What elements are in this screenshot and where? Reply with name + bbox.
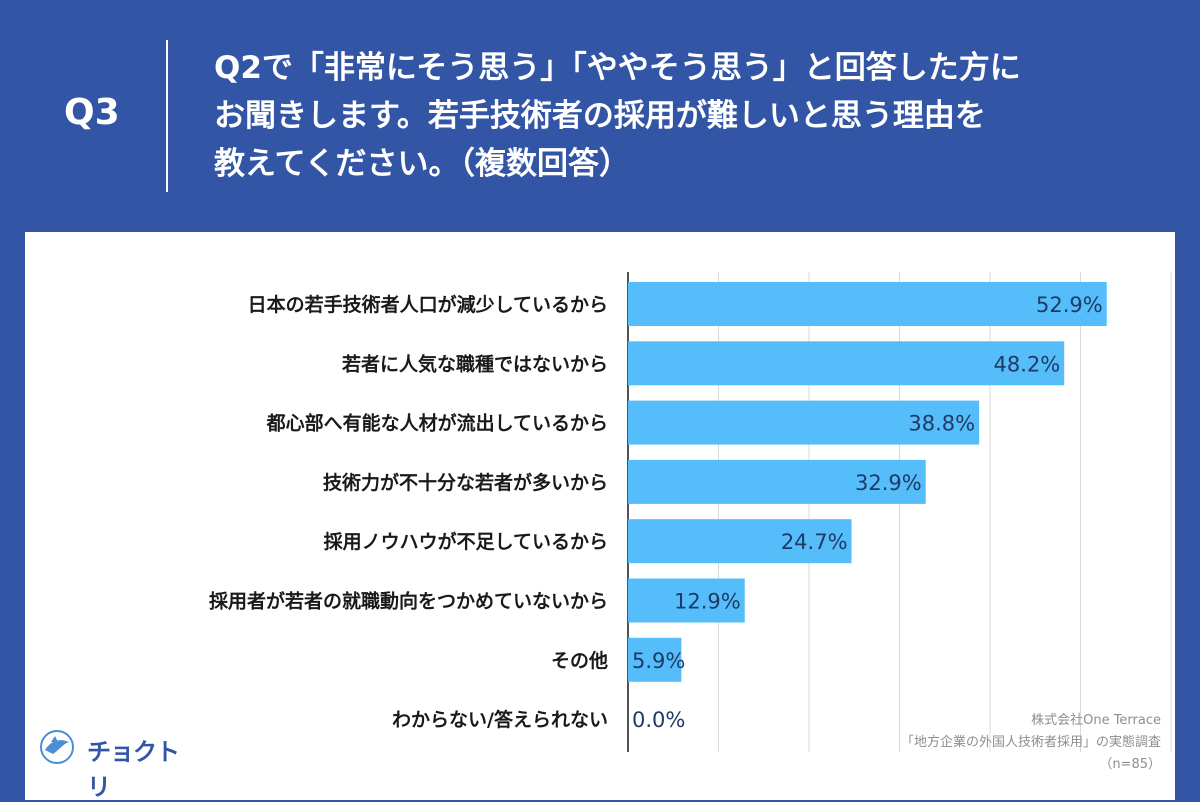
category-label: わからない/答えられない bbox=[392, 708, 608, 731]
value-label: 0.0% bbox=[632, 708, 685, 732]
category-label: 若者に人気な職種ではないから bbox=[342, 352, 608, 375]
question-line: お聞きします。若手技術者の採用が難しいと思う理由を bbox=[214, 98, 986, 134]
logo: チョクトリ bbox=[33, 722, 183, 801]
bar bbox=[628, 459, 926, 504]
header-divider bbox=[166, 40, 168, 192]
bar bbox=[628, 519, 852, 564]
question-number: Q3 bbox=[64, 92, 120, 133]
category-label: 都心部へ有能な人材が流出しているから bbox=[266, 412, 608, 435]
chart-panel: 日本の若手技術者人口が減少しているから 52.9% 若者に人気な職種ではないから 48… bbox=[25, 232, 1175, 801]
source-line: 「地方企業の外国人技術者採用」の実態調査 bbox=[900, 735, 1161, 750]
category-label: 技術力が不十分な若者が多いから bbox=[323, 471, 608, 494]
value-label: 12.9% bbox=[674, 590, 741, 614]
category-label: 日本の若手技術者人口が減少しているから bbox=[248, 293, 608, 316]
question-line: 教えてください。（複数回答） bbox=[214, 146, 631, 182]
value-label: 48.2% bbox=[993, 352, 1060, 376]
source-note: 株式会社One Terrace 「地方企業の外国人技術者採用」の実態調査 （n=… bbox=[901, 710, 1161, 776]
bar bbox=[628, 282, 1107, 326]
value-label: 32.9% bbox=[855, 471, 922, 495]
category-label: 採用者が若者の就職動向をつかめていないから bbox=[209, 590, 608, 613]
value-label: 38.8% bbox=[908, 412, 975, 436]
value-label: 24.7% bbox=[781, 530, 848, 554]
question-text: Q2で「非常にそう思う」「ややそう思う」と回答した方に お聞きします。若手技術者… bbox=[214, 44, 1174, 188]
category-label: 採用ノウハウが不足しているから bbox=[324, 530, 608, 553]
logo-text: チョクトリ bbox=[87, 738, 180, 801]
value-label: 5.9% bbox=[632, 649, 685, 673]
source-line: （n=85） bbox=[1099, 757, 1161, 772]
value-label: 52.9% bbox=[1036, 293, 1103, 317]
category-label: その他 bbox=[551, 649, 608, 672]
source-line: 株式会社One Terrace bbox=[1031, 713, 1161, 728]
bar bbox=[628, 637, 682, 682]
bird-circle-logo-icon bbox=[40, 730, 74, 764]
bar bbox=[628, 341, 1065, 386]
bar bbox=[628, 400, 980, 445]
bar-chart: 日本の若手技術者人口が減少しているから 52.9% 若者に人気な職種ではないから 48… bbox=[209, 272, 1172, 752]
bar bbox=[628, 578, 745, 623]
question-line: Q2で「非常にそう思う」「ややそう思う」と回答した方に bbox=[214, 50, 1021, 86]
